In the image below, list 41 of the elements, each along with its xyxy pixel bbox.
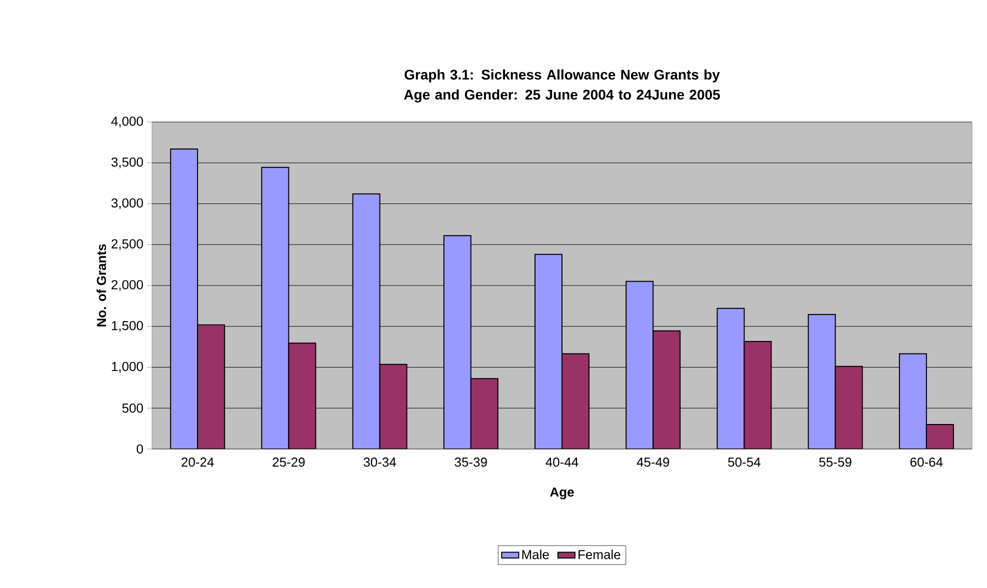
bar [288,342,316,449]
x-tick-label: 20-24 [182,458,214,467]
y-tick-label: 0 [136,444,143,454]
x-tick-label: 40-44 [546,458,578,467]
x-tick-label: 55-59 [819,458,852,467]
bar [562,353,590,449]
y-tick-label: 1,000 [112,362,143,373]
bar [379,364,408,449]
bar [744,340,772,449]
x-tick-label: 35-39 [454,458,487,467]
bar [197,324,226,449]
y-tick-label: 2,500 [112,239,143,250]
y-tick-label: 2,000 [112,280,143,291]
bar [808,314,836,449]
y-tick-label: 4,000 [111,116,143,128]
chart-title: Graph 3.1: Sickness Allowance New Grants by Age and Gender: 25 June 2004 to 24June 2005 [404,69,720,102]
legend-label: Female [578,550,620,560]
x-tick-label: 50-54 [728,458,760,467]
y-tick-label: 500 [122,404,143,413]
y-axis-title: No. of Grants [96,244,106,326]
y-tick-label: 3,500 [111,157,143,168]
bar [653,330,680,449]
bar [534,254,562,449]
y-tick-label: 3,000 [111,198,143,210]
bar [898,353,927,449]
y-tick-label: 1,500 [112,320,143,332]
legend-label: Male [522,550,549,560]
bar [716,308,745,449]
bar [926,424,954,449]
bar [834,366,863,449]
bar [626,281,654,449]
x-tick-label: 45-49 [636,458,670,467]
bar [352,193,380,449]
bar [261,166,290,449]
x-tick-label: 25-29 [272,458,305,467]
bar [170,148,198,449]
x-tick-label: 30-34 [364,458,396,467]
bar [443,235,472,449]
bar [470,378,498,449]
x-axis-title: Age [550,488,574,500]
x-tick-label: 60-64 [910,458,943,467]
